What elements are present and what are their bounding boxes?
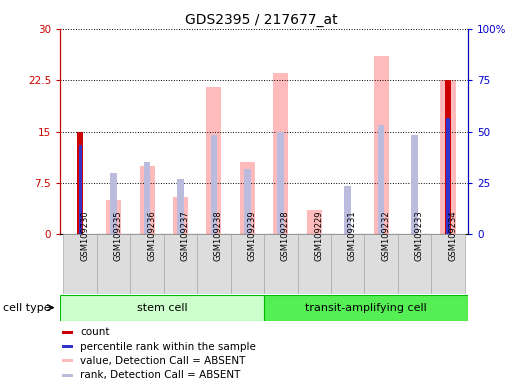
Bar bbox=[207, 87, 221, 234]
Text: transit-amplifying cell: transit-amplifying cell bbox=[305, 303, 427, 313]
Bar bbox=[298, 234, 331, 294]
Bar bbox=[62, 331, 73, 334]
Bar bbox=[446, 118, 450, 234]
Text: GSM109239: GSM109239 bbox=[247, 211, 256, 262]
Text: rank, Detection Call = ABSENT: rank, Detection Call = ABSENT bbox=[80, 370, 241, 380]
Bar bbox=[144, 162, 151, 234]
Text: GSM109236: GSM109236 bbox=[147, 211, 156, 262]
Text: GDS2395 / 217677_at: GDS2395 / 217677_at bbox=[185, 13, 338, 27]
Bar bbox=[278, 131, 284, 234]
Text: GSM109233: GSM109233 bbox=[415, 211, 424, 262]
Bar bbox=[140, 166, 155, 234]
Bar bbox=[197, 234, 231, 294]
Bar bbox=[264, 234, 298, 294]
Text: percentile rank within the sample: percentile rank within the sample bbox=[80, 341, 256, 351]
Text: GSM109232: GSM109232 bbox=[381, 211, 390, 262]
Bar bbox=[411, 135, 418, 234]
Bar bbox=[264, 295, 468, 321]
Bar bbox=[130, 234, 164, 294]
Bar bbox=[62, 359, 73, 362]
Bar bbox=[78, 145, 82, 234]
Bar bbox=[331, 234, 365, 294]
Bar bbox=[398, 234, 431, 294]
Text: cell type: cell type bbox=[3, 303, 50, 313]
Bar bbox=[373, 56, 389, 234]
Text: count: count bbox=[80, 327, 110, 337]
Bar bbox=[211, 135, 217, 234]
Text: GSM109238: GSM109238 bbox=[214, 211, 223, 262]
Bar bbox=[77, 131, 83, 234]
Bar bbox=[445, 114, 451, 234]
Bar bbox=[63, 234, 97, 294]
Bar bbox=[344, 186, 351, 234]
Bar bbox=[177, 179, 184, 234]
Text: GSM109231: GSM109231 bbox=[348, 211, 357, 262]
Bar bbox=[231, 234, 264, 294]
Bar bbox=[365, 234, 398, 294]
Bar bbox=[431, 234, 465, 294]
Text: GSM109235: GSM109235 bbox=[113, 211, 123, 262]
Bar bbox=[440, 80, 456, 234]
Bar bbox=[164, 234, 197, 294]
Text: GSM109237: GSM109237 bbox=[180, 211, 189, 262]
Bar bbox=[307, 210, 322, 234]
Bar bbox=[106, 200, 121, 234]
Bar bbox=[97, 234, 130, 294]
Text: GSM109228: GSM109228 bbox=[281, 211, 290, 262]
Text: GSM109230: GSM109230 bbox=[80, 211, 89, 262]
Bar bbox=[62, 345, 73, 348]
Bar bbox=[62, 374, 73, 377]
Bar bbox=[244, 169, 251, 234]
Text: value, Detection Call = ABSENT: value, Detection Call = ABSENT bbox=[80, 356, 245, 366]
Bar bbox=[378, 125, 384, 234]
Bar bbox=[110, 173, 117, 234]
Bar bbox=[173, 197, 188, 234]
Text: GSM109229: GSM109229 bbox=[314, 211, 323, 261]
Bar bbox=[240, 162, 255, 234]
Bar bbox=[445, 80, 451, 234]
Text: GSM109234: GSM109234 bbox=[448, 211, 457, 262]
Text: stem cell: stem cell bbox=[137, 303, 187, 313]
Bar bbox=[60, 295, 264, 321]
Bar bbox=[274, 73, 288, 234]
